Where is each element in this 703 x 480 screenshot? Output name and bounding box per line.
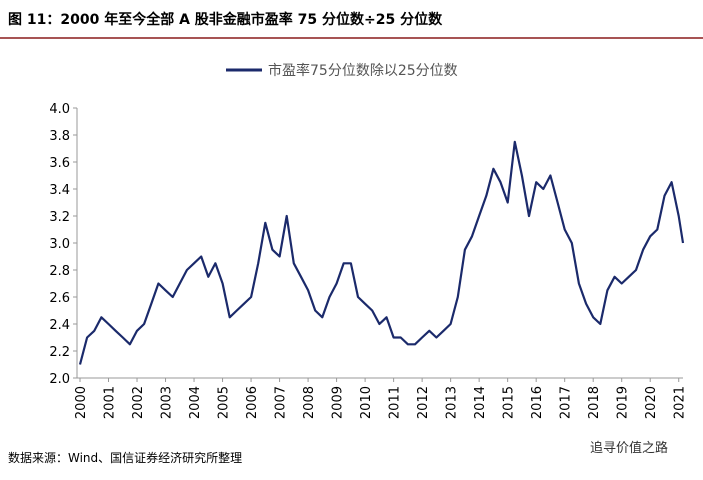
line-series bbox=[78, 140, 685, 365]
x-tick-label: 2020 bbox=[644, 386, 659, 419]
y-tick-label: 3.4 bbox=[49, 183, 70, 198]
x-tick-label: 2009 bbox=[331, 386, 346, 419]
y-tick-label: 3.6 bbox=[49, 156, 70, 171]
y-tick-label: 2.8 bbox=[49, 264, 70, 279]
x-tick-label: 2006 bbox=[245, 386, 260, 419]
legend-label: 市盈率75分位数除以25分位数 bbox=[268, 62, 458, 79]
x-tick-label: 2001 bbox=[103, 386, 118, 419]
x-tick-label: 2000 bbox=[74, 386, 89, 419]
x-tick-label: 2016 bbox=[530, 386, 545, 419]
x-tick-label: 2015 bbox=[502, 386, 517, 419]
x-tick-label: 2013 bbox=[445, 386, 460, 419]
x-tick-label: 2012 bbox=[416, 386, 431, 419]
source: 数据来源：Wind、国信证券经济研究所整理 bbox=[8, 450, 242, 465]
watermark: 追寻价值之路 bbox=[590, 440, 668, 456]
x-tick-label: 2010 bbox=[359, 386, 374, 419]
x-tick-label: 2014 bbox=[473, 386, 488, 419]
x-tick-label: 2003 bbox=[160, 386, 175, 419]
y-tick-label: 2.6 bbox=[49, 291, 70, 306]
x-tick-label: 2005 bbox=[217, 386, 232, 419]
y-tick-label: 2.2 bbox=[49, 345, 70, 360]
x-tick-label: 2002 bbox=[131, 386, 146, 419]
x-tick-label: 2004 bbox=[188, 386, 203, 419]
y-tick-label: 3.0 bbox=[49, 237, 70, 252]
x-tick-label: 2011 bbox=[388, 386, 403, 419]
y-tick-label: 2.4 bbox=[49, 318, 70, 333]
y-tick-label: 2.0 bbox=[49, 372, 70, 387]
chart-title: 图 11：2000 年至今全部 A 股非金融市盈率 75 分位数÷25 分位数 bbox=[8, 11, 443, 28]
y-tick-label: 3.2 bbox=[49, 210, 70, 225]
x-tick-label: 2008 bbox=[302, 386, 317, 419]
y-tick-label: 4.0 bbox=[49, 102, 70, 117]
x-tick-label: 2019 bbox=[616, 386, 631, 419]
y-tick-label: 3.8 bbox=[49, 129, 70, 144]
x-tick-label: 2007 bbox=[274, 386, 289, 419]
x-tick-label: 2017 bbox=[559, 386, 574, 419]
x-tick-label: 2021 bbox=[673, 386, 688, 419]
x-tick-label: 2018 bbox=[587, 386, 602, 419]
